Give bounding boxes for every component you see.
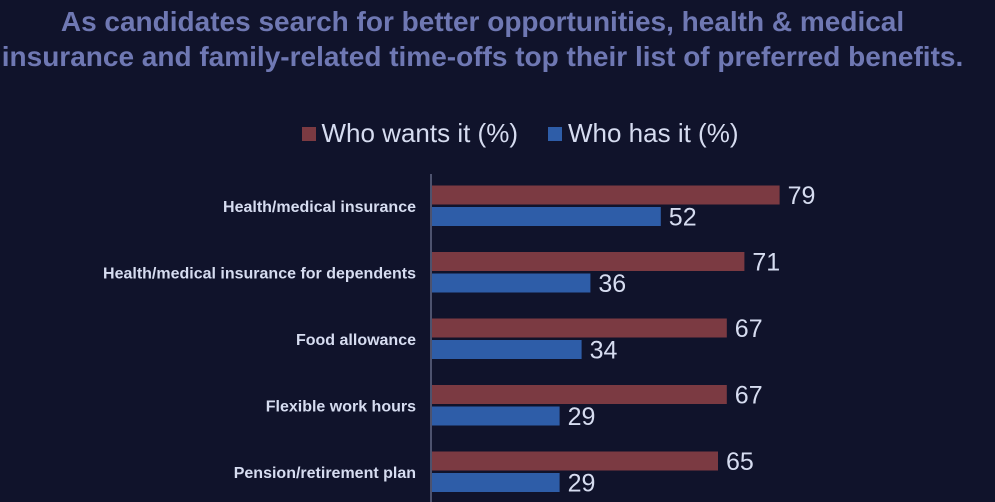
value-label-wants: 79 (788, 182, 816, 210)
chart-legend: Who wants it (%) Who has it (%) (0, 118, 995, 149)
bar-wants (432, 385, 727, 404)
category-label: Health/medical insurance (223, 199, 416, 216)
value-label-has: 29 (568, 470, 596, 498)
bar-has (432, 473, 560, 492)
value-label-wants: 67 (735, 315, 763, 343)
bar-has (432, 340, 582, 359)
category-label: Food allowance (296, 332, 416, 349)
bar-wants (432, 318, 727, 338)
value-label-wants: 71 (752, 249, 780, 277)
chart-title: As candidates search for better opportun… (1, 6, 964, 72)
legend-swatch-wants (301, 126, 316, 141)
category-label: Flexible work hours (266, 399, 416, 416)
legend-item-wants: Who wants it (%) (301, 118, 519, 149)
bar-wants (432, 451, 718, 471)
bar-wants (432, 252, 745, 271)
category-label: Pension/retirement plan (234, 465, 416, 482)
value-label-wants: 65 (726, 448, 754, 476)
value-label-has: 36 (598, 270, 626, 298)
legend-swatch-has (548, 126, 562, 141)
category-label: Health/medical insurance for dependents (103, 266, 416, 283)
legend-label-wants: Who wants it (%) (321, 118, 519, 148)
bar-has (432, 273, 591, 293)
bar-has (432, 207, 661, 226)
bar-has (432, 406, 560, 426)
value-label-has: 29 (568, 403, 596, 431)
legend-item-has: Who has it (%) (548, 118, 739, 149)
legend-label-has: Who has it (%) (568, 118, 739, 148)
value-label-wants: 67 (735, 382, 763, 410)
value-label-has: 52 (669, 204, 697, 232)
value-label-has: 34 (590, 337, 618, 365)
bar-wants (432, 185, 780, 205)
